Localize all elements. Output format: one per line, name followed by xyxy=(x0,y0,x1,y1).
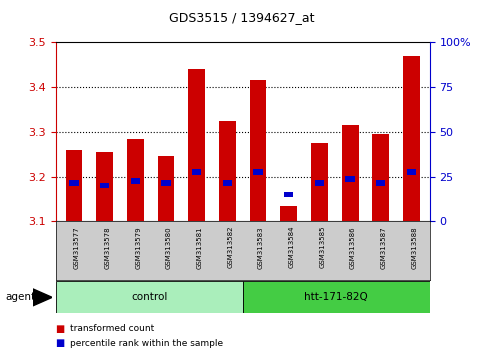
Text: GSM313588: GSM313588 xyxy=(412,226,417,269)
Text: htt-171-82Q: htt-171-82Q xyxy=(304,292,368,302)
Text: GDS3515 / 1394627_at: GDS3515 / 1394627_at xyxy=(169,11,314,24)
Bar xyxy=(188,69,205,221)
Bar xyxy=(407,169,416,175)
Text: GSM313583: GSM313583 xyxy=(258,226,264,269)
Bar xyxy=(345,176,355,182)
Bar xyxy=(127,138,144,221)
Bar xyxy=(311,143,328,221)
Bar xyxy=(192,169,201,175)
Bar xyxy=(66,150,83,221)
Bar xyxy=(161,180,170,186)
Text: GSM313585: GSM313585 xyxy=(319,226,326,268)
Bar xyxy=(100,183,109,188)
Bar xyxy=(242,281,430,313)
Text: GSM313584: GSM313584 xyxy=(289,226,295,268)
Bar xyxy=(223,180,232,186)
Bar xyxy=(376,180,385,186)
Bar xyxy=(56,281,242,313)
Bar xyxy=(341,125,358,221)
Text: GSM313578: GSM313578 xyxy=(105,226,111,269)
Bar xyxy=(131,178,140,184)
Bar xyxy=(70,180,79,186)
Text: percentile rank within the sample: percentile rank within the sample xyxy=(70,339,223,348)
Bar xyxy=(96,152,113,221)
Bar xyxy=(284,192,293,197)
Text: ■: ■ xyxy=(56,324,65,333)
Bar xyxy=(254,169,263,175)
Bar xyxy=(280,206,297,221)
Bar xyxy=(250,80,267,221)
Text: GSM313587: GSM313587 xyxy=(381,226,387,269)
Bar xyxy=(403,56,420,221)
Text: control: control xyxy=(131,292,167,302)
Bar xyxy=(157,156,174,221)
Text: GSM313577: GSM313577 xyxy=(74,226,80,269)
Text: GSM313582: GSM313582 xyxy=(227,226,233,268)
Text: GSM313580: GSM313580 xyxy=(166,226,172,269)
Text: transformed count: transformed count xyxy=(70,324,154,333)
Text: agent: agent xyxy=(6,292,36,302)
Text: ■: ■ xyxy=(56,338,65,348)
Bar xyxy=(219,121,236,221)
Text: GSM313586: GSM313586 xyxy=(350,226,356,269)
Text: GSM313579: GSM313579 xyxy=(135,226,142,269)
Polygon shape xyxy=(33,289,52,306)
Bar xyxy=(315,180,324,186)
Bar xyxy=(372,134,389,221)
Text: GSM313581: GSM313581 xyxy=(197,226,203,269)
